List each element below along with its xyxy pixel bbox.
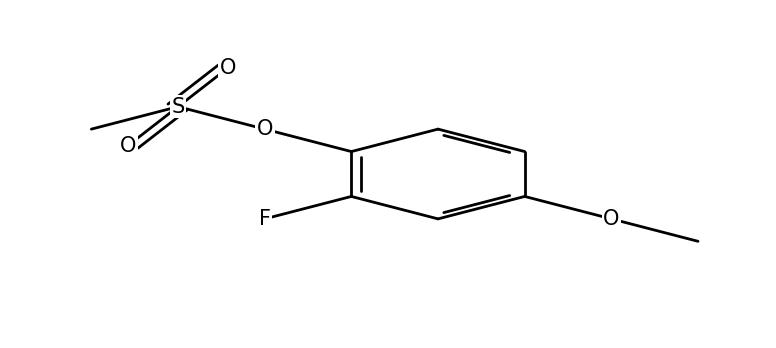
Text: F: F xyxy=(258,209,271,229)
Text: O: O xyxy=(257,119,273,139)
Text: O: O xyxy=(603,209,619,229)
Text: O: O xyxy=(120,136,136,156)
Text: O: O xyxy=(220,58,236,78)
Text: S: S xyxy=(171,97,185,117)
